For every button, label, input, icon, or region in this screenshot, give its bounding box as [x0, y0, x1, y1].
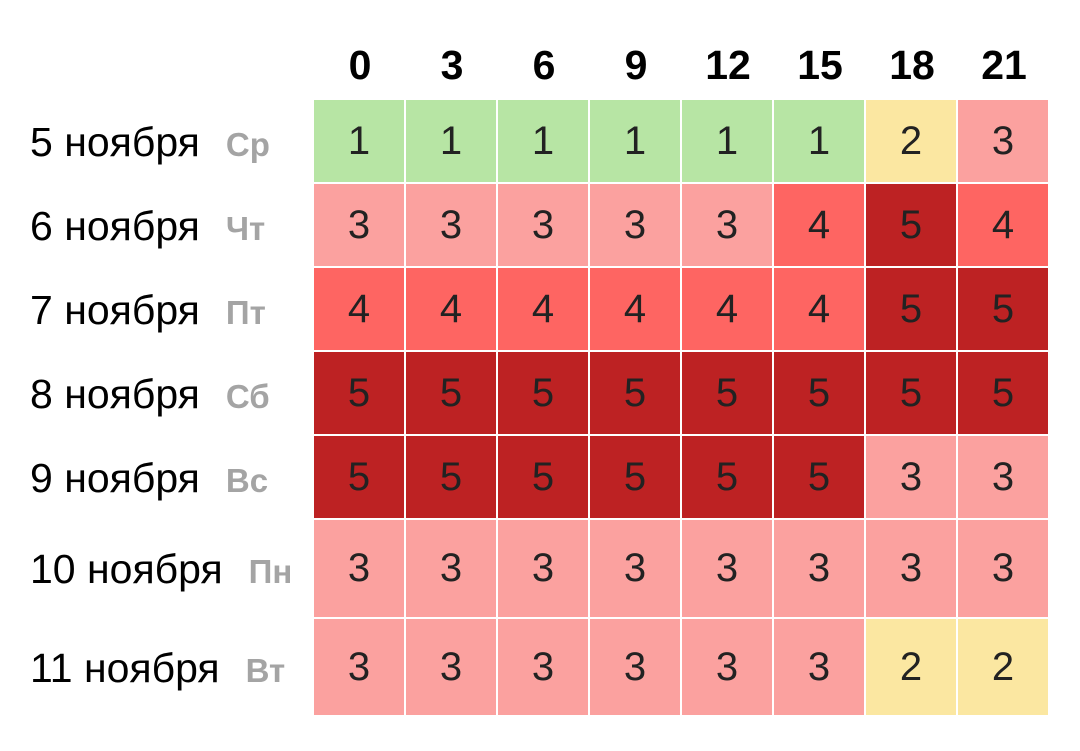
day-label: 11 ноября Вт	[0, 619, 314, 717]
day-label: 8 ноября Сб	[0, 352, 314, 436]
heatmap-cell: 3	[866, 520, 958, 619]
date-text: 8 ноября	[30, 370, 200, 417]
hour-header: 6	[532, 41, 556, 88]
heatmap-cell: 2	[958, 619, 1050, 717]
weekday-text: Пт	[225, 293, 266, 331]
heatmap-cell: 1	[406, 100, 498, 184]
heatmap-cell: 1	[774, 100, 866, 184]
hour-header: 21	[981, 41, 1027, 88]
hour-header: 9	[624, 41, 648, 88]
heatmap-cell: 3	[682, 184, 774, 268]
heatmap-cell: 1	[314, 100, 406, 184]
day-label-text: 7 ноября Пт	[30, 287, 266, 334]
day-label: 6 ноября Чт	[0, 184, 314, 268]
hour-header: 15	[797, 41, 843, 88]
heatmap-cell: 4	[406, 268, 498, 352]
heatmap-cell: 2	[866, 619, 958, 717]
hour-header: 0	[348, 41, 372, 88]
heatmap-cell: 4	[682, 268, 774, 352]
day-label-text: 8 ноября Сб	[30, 371, 270, 418]
heatmap-cell: 4	[958, 184, 1050, 268]
weekday-text: Вт	[245, 651, 286, 689]
heatmap-cell: 5	[314, 436, 406, 520]
heatmap-cell: 5	[682, 436, 774, 520]
heatmap-cell: 3	[590, 619, 682, 717]
heatmap-cell: 1	[590, 100, 682, 184]
heatmap-cell: 3	[682, 619, 774, 717]
heatmap-cell: 3	[958, 520, 1050, 619]
heatmap-cell: 3	[314, 520, 406, 619]
heatmap-cell: 4	[498, 268, 590, 352]
heatmap-cell: 5	[314, 352, 406, 436]
heatmap-cell: 3	[682, 520, 774, 619]
day-label: 9 ноября Вс	[0, 436, 314, 520]
heatmap-cell: 5	[498, 436, 590, 520]
day-label-text: 11 ноября Вт	[30, 645, 285, 692]
day-label-text: 5 ноября Ср	[30, 119, 270, 166]
heatmap-cell: 1	[498, 100, 590, 184]
day-label: 7 ноября Пт	[0, 268, 314, 352]
weekday-text: Вс	[225, 461, 269, 499]
heatmap-cell: 4	[314, 268, 406, 352]
heatmap-cell: 3	[774, 520, 866, 619]
date-text: 11 ноября	[30, 644, 220, 691]
corner-cell	[0, 0, 314, 100]
heatmap-cell: 3	[958, 436, 1050, 520]
heatmap-cell: 3	[314, 184, 406, 268]
heatmap-cell: 5	[590, 352, 682, 436]
heatmap-cell: 5	[406, 436, 498, 520]
day-label-text: 9 ноября Вс	[30, 455, 268, 502]
day-label-text: 6 ноября Чт	[30, 203, 265, 250]
heatmap-cell: 3	[406, 184, 498, 268]
hour-header: 12	[705, 41, 751, 88]
date-text: 6 ноября	[30, 202, 200, 249]
weekday-text: Пн	[248, 553, 293, 590]
heatmap-cell: 4	[774, 184, 866, 268]
heatmap-cell: 3	[498, 184, 590, 268]
heatmap-cell: 3	[774, 619, 866, 717]
heatmap-cell: 3	[498, 619, 590, 717]
heatmap-cell: 5	[866, 184, 958, 268]
date-text: 7 ноября	[30, 286, 200, 333]
heatmap-cell: 5	[958, 352, 1050, 436]
weekday-text: Чт	[225, 209, 266, 247]
heatmap-cell: 1	[682, 100, 774, 184]
heatmap-cell: 5	[498, 352, 590, 436]
heatmap-cell: 5	[590, 436, 682, 520]
heatmap-cell: 5	[682, 352, 774, 436]
heatmap-cell: 5	[958, 268, 1050, 352]
day-label-text: 10 ноября Пн	[30, 546, 292, 593]
heatmap-cell: 3	[590, 520, 682, 619]
heatmap-cell: 3	[590, 184, 682, 268]
heatmap-cell: 3	[314, 619, 406, 717]
hour-header: 3	[440, 41, 464, 88]
hour-header: 18	[889, 41, 935, 88]
heatmap-cell: 5	[406, 352, 498, 436]
heatmap-cell: 3	[406, 619, 498, 717]
heatmap-cell: 5	[866, 352, 958, 436]
date-text: 9 ноября	[30, 454, 200, 501]
heatmap-cell: 5	[774, 352, 866, 436]
heatmap-cell: 5	[866, 268, 958, 352]
day-label: 5 ноября Ср	[0, 100, 314, 184]
weekday-text: Ср	[225, 125, 270, 163]
day-label: 10 ноября Пн	[0, 520, 314, 619]
heatmap-cell: 3	[958, 100, 1050, 184]
date-text: 5 ноября	[30, 118, 200, 165]
heatmap-cell: 4	[774, 268, 866, 352]
heatmap-cell: 3	[866, 436, 958, 520]
heatmap-cell: 5	[774, 436, 866, 520]
heatmap-cell: 3	[498, 520, 590, 619]
heatmap-cell: 4	[590, 268, 682, 352]
weekday-text: Сб	[225, 377, 270, 415]
heatmap-cell: 3	[406, 520, 498, 619]
heatmap-cell: 2	[866, 100, 958, 184]
date-text: 10 ноября	[30, 546, 223, 592]
